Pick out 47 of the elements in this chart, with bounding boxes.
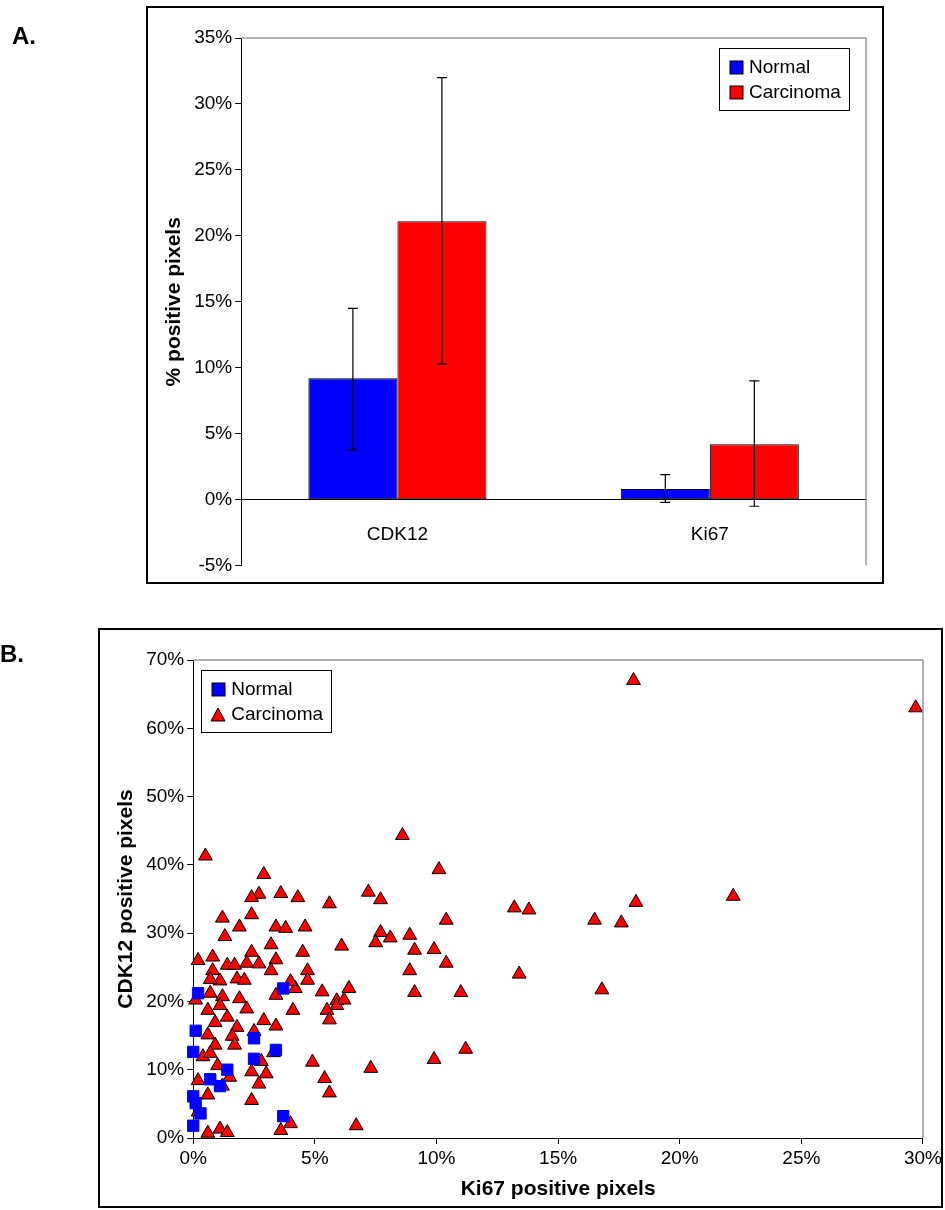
x-tick-label: 15% [539,1146,578,1168]
x-tick-label: CDK12 [366,523,429,545]
y-tick-label: 20% [194,224,233,246]
point [204,1073,217,1086]
y-tick-label: 60% [146,716,185,738]
y-tick-label: 70% [146,648,185,670]
point [191,987,205,1000]
point [187,1045,200,1059]
point [277,982,290,995]
point [247,1032,261,1045]
point [189,1024,202,1037]
y-tick-label: 20% [146,989,185,1011]
legend-label: Carcinoma [749,81,841,103]
x-tick-label: 30% [903,1146,943,1168]
y-tick-label: 35% [194,26,233,48]
y-tick-label: 30% [194,92,233,114]
x-tick-label: Ki67 [690,523,729,545]
x-axis-title: Ki67 positive pixels [460,1176,656,1200]
y-tick-label: 25% [194,158,233,180]
point [194,1107,207,1120]
y-tick-label: 10% [194,355,233,377]
point [187,1119,200,1132]
point [277,1109,290,1123]
y-axis-title: % positive pixels [161,217,185,387]
legend-label: Carcinoma [231,703,324,725]
point [189,1097,202,1110]
x-tick-label: 20% [660,1146,699,1168]
legend-label: Normal [749,56,811,78]
x-tick-label: 25% [782,1146,821,1168]
x-tick-label: 0% [179,1146,208,1168]
y-tick-label: 5% [204,421,233,443]
x-tick-label: 10% [417,1146,456,1168]
y-tick-label: 50% [146,784,185,806]
y-tick-label: 30% [146,921,185,943]
x-tick-label: 5% [301,1146,329,1168]
y-tick-label: 40% [146,853,185,875]
y-tick-label: 0% [204,487,233,509]
y-tick-label: 0% [156,1126,185,1148]
y-tick-label: 10% [146,1057,185,1079]
y-axis-title: CDK12 positive pixels [113,789,137,1009]
legend-label: Normal [231,678,293,700]
point [247,1052,261,1065]
point [221,1063,234,1076]
y-tick-label: -5% [198,553,233,575]
y-tick-label: 15% [194,290,233,312]
text: B. [0,640,24,668]
text: A. [12,22,36,50]
